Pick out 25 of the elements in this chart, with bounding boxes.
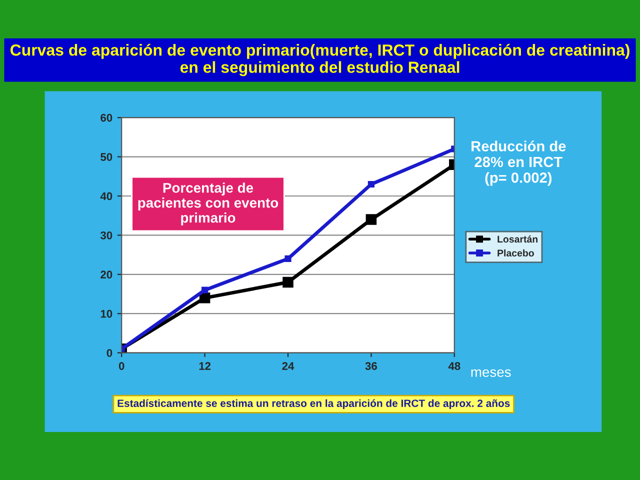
y-tick-label: 0	[106, 349, 112, 357]
annotation: Porcentaje de pacientes con evento primario	[138, 182, 278, 226]
y-tick-label: 50	[100, 153, 112, 161]
point	[366, 214, 377, 225]
chart-title: Curvas de aparición de evento primario(muerte, IRCT o duplicación de creatinina) en el seguimiento del estudio Renaal	[10, 44, 630, 76]
point	[284, 255, 292, 262]
text: Reducción de 28% en IRCT (p= 0.002)	[472, 140, 566, 186]
x-tick-label: 24	[282, 362, 294, 370]
y-tick-label: 40	[100, 192, 112, 200]
y-tick-label: 10	[100, 310, 112, 318]
x-tick-label: 0	[118, 362, 124, 370]
y-tick-label: 20	[100, 270, 112, 279]
y-tick-label: 60	[100, 114, 112, 122]
x-tick-label: 48	[448, 362, 460, 370]
point	[368, 180, 374, 188]
x-axis-title: meses	[471, 369, 511, 377]
point	[199, 292, 210, 304]
point	[202, 286, 208, 294]
x-tick-label: 12	[199, 362, 211, 370]
text: Estadísticamente se estima un retraso en la aparición de IRCT de aprox. 2 años	[118, 399, 510, 410]
point	[282, 276, 294, 288]
y-tick-label: 30	[100, 231, 112, 240]
legend-label: Placebo	[498, 249, 534, 257]
x-tick-label: 36	[365, 362, 377, 370]
legend-label: Losartán	[498, 235, 538, 243]
